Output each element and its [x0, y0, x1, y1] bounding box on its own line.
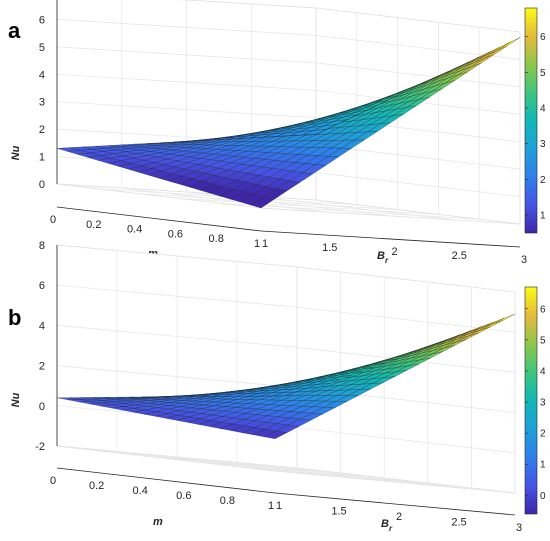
- m-axis-line: [56, 467, 276, 494]
- z-tick-label: 6: [39, 280, 45, 292]
- z-tick-label: -2: [35, 441, 45, 453]
- colorbar-tick-label: 6: [540, 32, 546, 43]
- z-tick-label: 3: [39, 97, 45, 109]
- br-tick-label: 3: [521, 254, 527, 266]
- panel-a-z-label: Nu: [10, 145, 22, 160]
- br-tick-label: 1: [262, 238, 268, 250]
- m-tick-label: 0: [50, 214, 56, 226]
- m-tick-label: 0.8: [220, 495, 235, 507]
- br-gridline: [186, 0, 391, 217]
- z-tick-label: 5: [39, 42, 45, 54]
- m-tick-label: 0.4: [133, 485, 148, 497]
- colorbar-tick-label: 2: [540, 175, 546, 186]
- z-tick-label: 8: [39, 240, 45, 252]
- z-tick-label: 4: [39, 320, 45, 332]
- surface-patch: [284, 391, 308, 396]
- m-tick-label: 1: [268, 500, 274, 512]
- br-tick-label: 1.5: [331, 506, 346, 518]
- m-tick-label: 0.6: [168, 228, 183, 240]
- m-tick-label: 0.2: [89, 480, 104, 492]
- panel-a-letter: a: [8, 18, 21, 43]
- colorbar-tick-label: 1: [540, 460, 546, 471]
- panel-b-plot: -2 0 2 4 6 8 1 0.8 0.6 0.4 0.2 0 1 1.5 2 2.5 3: [35, 240, 522, 534]
- panel-a-y-label: Br: [377, 250, 389, 265]
- m-tick-label: 0.4: [127, 224, 142, 236]
- br-gridline: [236, 261, 456, 488]
- br-tick-label: 2.5: [451, 517, 466, 529]
- panel-b-x-label: m: [153, 516, 163, 528]
- panel-b-colorbar: 0 1 2 3 4 5 6: [524, 286, 546, 515]
- z-tick-label: 2: [39, 361, 45, 373]
- br-gridline: [315, 8, 521, 225]
- z-tick-label: 0: [39, 401, 45, 413]
- br-tick-label: 2: [391, 246, 397, 258]
- m-tick-label: 0: [50, 475, 56, 487]
- br-gridline: [116, 250, 336, 477]
- z-tick-label: 2: [39, 124, 45, 136]
- z-tick-label: 1: [39, 152, 45, 164]
- colorbar-tick-label: 1: [540, 211, 546, 222]
- br-tick-label: 2: [396, 511, 402, 523]
- z-tick-label: 6: [39, 14, 45, 26]
- panel-b-letter: b: [8, 305, 21, 330]
- m-axis-line: [56, 206, 262, 232]
- colorbar-tick-label: 4: [540, 366, 546, 377]
- panel-b-y-label: Br: [381, 518, 393, 533]
- panel-b-z-label: Nu: [10, 392, 22, 407]
- colorbar-tick-label: 2: [540, 429, 546, 440]
- colorbar-b-bar: [524, 286, 538, 515]
- z-tick-label: 0: [39, 179, 45, 191]
- z-tick-label: 4: [39, 69, 45, 81]
- m-tick-label: 0.2: [86, 219, 101, 231]
- br-tick-label: 2.5: [452, 250, 467, 262]
- surface-patch: [302, 129, 327, 136]
- br-axis-line: [260, 230, 521, 248]
- colorbar-a-bar: [524, 7, 538, 234]
- br-tick-label: 3: [516, 522, 522, 534]
- colorbar-tick-label: 0: [540, 491, 546, 502]
- colorbar-tick-label: 6: [540, 304, 546, 315]
- colorbar-tick-label: 4: [540, 104, 546, 115]
- br-gridline: [176, 256, 396, 483]
- colorbar-tick-label: 3: [540, 139, 546, 150]
- m-tick-label: 0.6: [176, 490, 191, 502]
- panel-b: b -2 0 2 4 6 8 1 0.8 0.6 0.4 0.2 0 1 1.5 2 2.5 3 Nu m Br…: [8, 240, 546, 534]
- br-tick-label: 1: [276, 500, 282, 512]
- colorbar-tick-label: 5: [540, 68, 546, 79]
- colorbar-tick-label: 5: [540, 335, 546, 346]
- panel-a-colorbar: 1 2 3 4 5 6: [524, 7, 546, 234]
- m-tick-label: 1: [254, 238, 260, 250]
- br-gridline: [296, 267, 516, 494]
- br-axis-line: [274, 492, 516, 516]
- m-tick-label: 0.8: [209, 233, 224, 245]
- br-tick-label: 1.5: [322, 242, 337, 254]
- colorbar-tick-label: 3: [540, 398, 546, 409]
